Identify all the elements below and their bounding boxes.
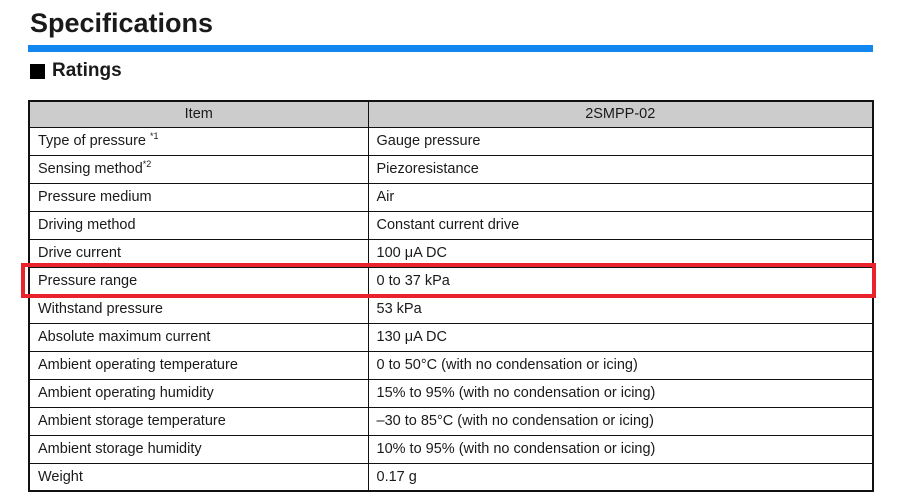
table-row: Ambient operating humidity 15% to 95% (wi… bbox=[28, 378, 874, 408]
table-row: Driving method Constant current drive bbox=[28, 210, 874, 240]
item-cell: Sensing method*2 bbox=[28, 154, 369, 184]
item-cell: Drive current bbox=[28, 238, 369, 268]
value-cell: Constant current drive bbox=[367, 210, 874, 240]
table-row: Ambient storage humidity 10% to 95% (with… bbox=[28, 434, 874, 464]
section-heading-ratings: Ratings bbox=[30, 60, 122, 82]
footnote-marker: *1 bbox=[150, 131, 159, 142]
value-cell: Piezoresistance bbox=[367, 154, 874, 184]
item-cell: Ambient operating humidity bbox=[28, 378, 369, 408]
column-header-model: 2SMPP-02 bbox=[367, 100, 874, 128]
item-cell: Type of pressure *1 bbox=[28, 126, 369, 156]
table-row: Weight 0.17 g bbox=[28, 462, 874, 492]
page-title: Specifications bbox=[30, 8, 214, 38]
table-row: Absolute maximum current 130 μA DC bbox=[28, 322, 874, 352]
value-cell: 15% to 95% (with no condensation or icin… bbox=[367, 378, 874, 408]
table-row: Pressure range 0 to 37 kPa bbox=[28, 266, 874, 296]
table-row: Pressure medium Air bbox=[28, 182, 874, 212]
item-cell: Ambient operating temperature bbox=[28, 350, 369, 380]
value-cell: 0 to 50°C (with no condensation or icing… bbox=[367, 350, 874, 380]
ratings-table: Item 2SMPP-02 Type of pressure *1 Gauge p… bbox=[28, 100, 874, 492]
table-row: Ambient storage temperature –30 to 85°C (… bbox=[28, 406, 874, 436]
value-cell: 0.17 g bbox=[367, 462, 874, 492]
value-cell: 130 μA DC bbox=[367, 322, 874, 352]
table-row: Withstand pressure 53 kPa bbox=[28, 294, 874, 324]
square-bullet-icon bbox=[30, 63, 45, 79]
value-cell: 0 to 37 kPa bbox=[367, 266, 874, 296]
item-cell: Weight bbox=[28, 462, 369, 492]
table-header-row: Item 2SMPP-02 bbox=[28, 100, 874, 128]
item-cell: Absolute maximum current bbox=[28, 322, 369, 352]
ratings-table-container: Item 2SMPP-02 Type of pressure *1 Gauge p… bbox=[21, 100, 876, 492]
value-cell: Air bbox=[367, 182, 874, 212]
value-cell: 53 kPa bbox=[367, 294, 874, 324]
title-divider-rule bbox=[28, 45, 873, 52]
item-cell: Driving method bbox=[28, 210, 369, 240]
table-row: Drive current 100 μA DC bbox=[28, 238, 874, 268]
item-cell: Ambient storage temperature bbox=[28, 406, 369, 436]
item-cell: Withstand pressure bbox=[28, 294, 369, 324]
section-heading-label: Ratings bbox=[52, 60, 122, 81]
item-cell: Ambient storage humidity bbox=[28, 434, 369, 464]
table-row: Sensing method*2 Piezoresistance bbox=[28, 154, 874, 184]
table-row: Type of pressure *1 Gauge pressure bbox=[28, 126, 874, 156]
footnote-marker: *2 bbox=[142, 159, 152, 170]
value-cell: Gauge pressure bbox=[367, 126, 874, 156]
value-cell: 100 μA DC bbox=[367, 238, 874, 268]
column-header-item: Item bbox=[28, 100, 369, 128]
item-cell: Pressure range bbox=[28, 266, 369, 296]
table-row: Ambient operating temperature 0 to 50°C (… bbox=[28, 350, 874, 380]
item-cell: Pressure medium bbox=[28, 182, 369, 212]
value-cell: 10% to 95% (with no condensation or icin… bbox=[367, 434, 874, 464]
value-cell: –30 to 85°C (with no condensation or ici… bbox=[367, 406, 874, 436]
